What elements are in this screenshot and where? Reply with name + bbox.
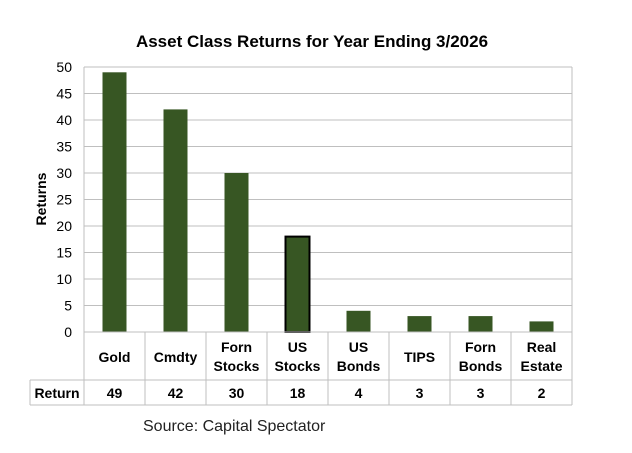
x-tick-label: US (349, 339, 368, 355)
y-tick-label: 50 (56, 59, 72, 75)
x-tick-label: Bonds (459, 358, 503, 374)
y-tick-label: 25 (56, 192, 72, 208)
x-tick-label: Gold (99, 349, 131, 365)
bar (346, 310, 371, 332)
bar (284, 235, 311, 334)
x-tick-label: Estate (520, 358, 562, 374)
y-axis-label: Returns (33, 172, 49, 225)
table-value-cell: 3 (477, 385, 485, 401)
y-tick-label: 45 (56, 86, 72, 102)
table-row-header: Return (34, 385, 79, 401)
bars (102, 72, 554, 334)
y-tick-label: 30 (56, 165, 72, 181)
grid-lines (83, 66, 573, 333)
x-tick-label: Forn (221, 339, 252, 355)
x-tick-label: US (288, 339, 307, 355)
bar (163, 109, 188, 333)
table-value-cell: 4 (355, 385, 363, 401)
data-table: ReturnGold49Cmdty42FornStocks30USStocks1… (29, 331, 573, 406)
table-value-cell: 49 (107, 385, 123, 401)
table-value-cell: 42 (168, 385, 184, 401)
y-tick-label: 35 (56, 139, 72, 155)
y-tick-label: 0 (64, 324, 72, 340)
x-tick-label: TIPS (404, 349, 435, 365)
table-value-cell: 18 (290, 385, 306, 401)
chart-title: Asset Class Returns for Year Ending 3/20… (136, 32, 488, 51)
y-tick-label: 5 (64, 298, 72, 314)
x-tick-label: Stocks (214, 358, 260, 374)
bar (224, 173, 249, 332)
y-tick-label: 40 (56, 112, 72, 128)
x-tick-label: Stocks (275, 358, 321, 374)
bar (468, 316, 493, 332)
y-tick-label: 20 (56, 218, 72, 234)
bar (102, 72, 127, 333)
table-value-cell: 2 (538, 385, 546, 401)
table-value-cell: 30 (229, 385, 245, 401)
bar (407, 316, 432, 332)
x-tick-label: Real (527, 339, 557, 355)
y-tick-label: 10 (56, 271, 72, 287)
x-tick-label: Forn (465, 339, 496, 355)
x-tick-label: Cmdty (154, 349, 198, 365)
source-note: Source: Capital Spectator (143, 418, 326, 435)
x-tick-label: Bonds (337, 358, 381, 374)
y-tick-label: 15 (56, 245, 72, 261)
bar (529, 321, 554, 332)
table-value-cell: 3 (416, 385, 424, 401)
y-tick-labels: 0 5 10 15 20 25 30 35 40 45 50 (56, 59, 72, 340)
